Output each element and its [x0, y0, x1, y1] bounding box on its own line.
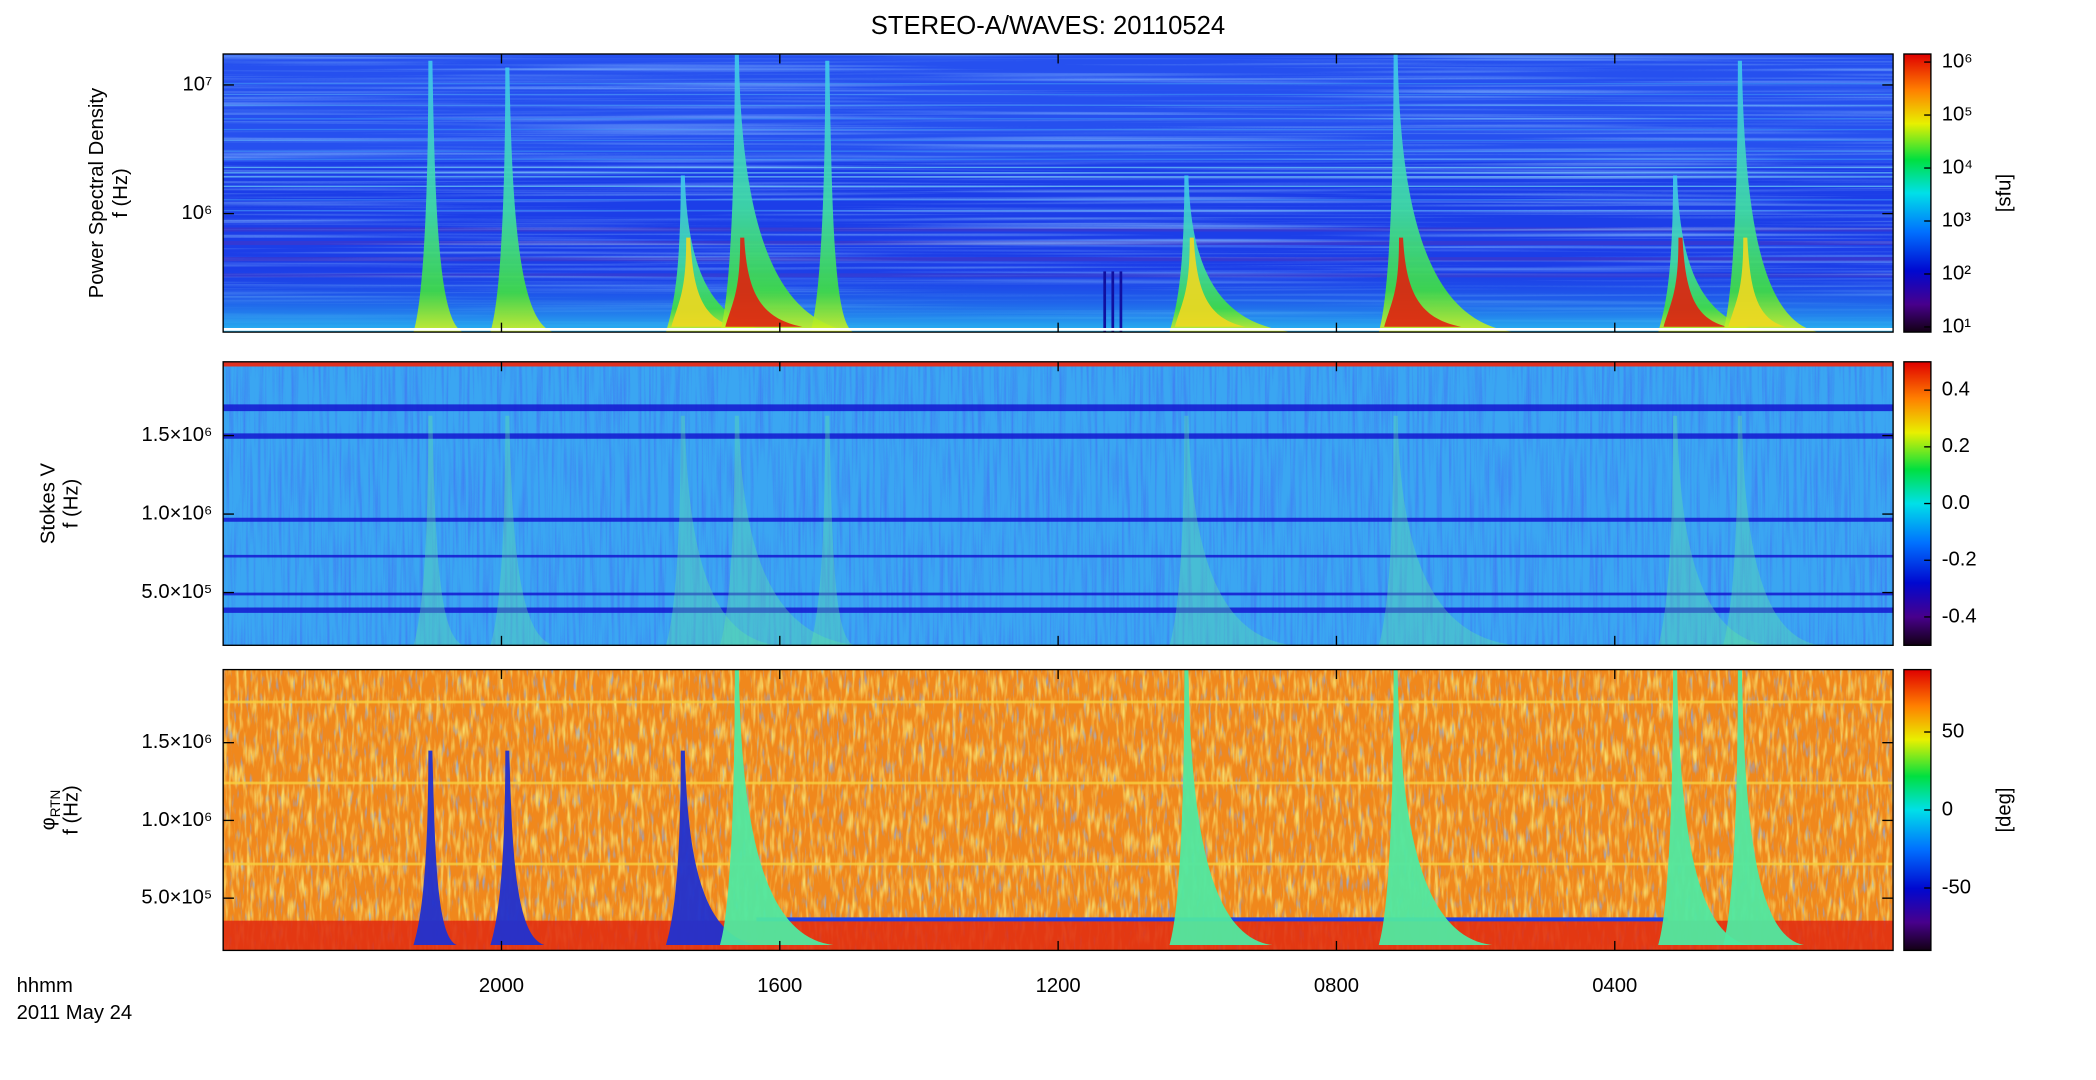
colorbar-tick-label: 50 [1942, 720, 1965, 742]
x-tick-label: 2000 [479, 975, 524, 997]
colorbar-tick-label: -50 [1942, 876, 1971, 898]
background-noise [223, 669, 1894, 951]
colorbar-tick-label: -0.4 [1942, 605, 1977, 627]
heatmap [223, 54, 1894, 333]
burst [665, 415, 777, 646]
burst-core [1174, 237, 1246, 327]
y-axis-unit: f (Hz) [110, 168, 132, 218]
colorbar-tick-label: 0.2 [1942, 435, 1970, 457]
y-tick-label: 5.0×10⁵ [141, 581, 212, 603]
colorbar-tick-label: 0 [1942, 798, 1953, 820]
x-tick-label: 1600 [757, 975, 802, 997]
colorbar-tick-label: -0.2 [1942, 549, 1977, 571]
y-tick-label: 1.5×10⁶ [142, 424, 213, 446]
x-tick-label: 0400 [1592, 975, 1637, 997]
colorbar-label: [deg] [1993, 787, 2015, 832]
y-tick-label: 10⁷ [182, 73, 212, 95]
burst [1658, 669, 1751, 946]
burst [490, 750, 545, 945]
burst [719, 415, 858, 646]
x-axis-label: hhmm [17, 975, 73, 997]
burst [1658, 415, 1769, 646]
burst [1378, 54, 1517, 333]
colorbar-tick-label: 10⁵ [1942, 103, 1973, 125]
burst [1723, 669, 1805, 946]
burst-core [725, 237, 803, 327]
burst [810, 60, 854, 333]
y-axis-label: Power Spectral Density [86, 87, 108, 298]
colorbar-tick-label: 10⁶ [1942, 50, 1973, 72]
colorbar-tick-label: 10⁴ [1942, 156, 1973, 178]
y-tick-label: 5.0×10⁵ [141, 887, 212, 909]
chart-title: STEREO-A/WAVES: 20110524 [871, 12, 1225, 40]
colorbar-tick-label: 10³ [1942, 209, 1972, 231]
colorbar-tick-label: 10¹ [1942, 315, 1972, 337]
burst-core [671, 237, 735, 327]
burst [810, 415, 854, 646]
x-tick-label: 0800 [1314, 975, 1359, 997]
colorbar-tick-label: 0.4 [1942, 378, 1970, 400]
burst [490, 415, 554, 646]
burst-core [1728, 237, 1786, 327]
colorbar-tick-label: 0.0 [1942, 492, 1970, 514]
x-tick-label: 1200 [1036, 975, 1081, 997]
colorbar-tick-label: 10² [1942, 262, 1972, 284]
burst [665, 750, 758, 945]
y-axis-label-sub: RTN [48, 790, 63, 818]
y-tick-label: 1.0×10⁶ [142, 502, 213, 524]
background-floor [223, 264, 1894, 333]
burst [1378, 415, 1517, 646]
burst [719, 54, 858, 333]
y-tick-label: 1.0×10⁶ [142, 809, 213, 831]
y-axis-label: φRTN [37, 790, 63, 831]
burst [413, 750, 457, 945]
y-tick-label: 1.5×10⁶ [142, 731, 213, 753]
burst [490, 67, 554, 333]
burst [413, 60, 464, 333]
burst [1169, 669, 1273, 946]
burst-core [1384, 237, 1462, 327]
date-label: 2011 May 24 [17, 1002, 133, 1024]
burst [1378, 669, 1493, 946]
y-tick-label: 10⁶ [181, 202, 212, 224]
burst [1169, 415, 1294, 646]
y-axis-unit: f (Hz) [60, 785, 82, 835]
y-axis-unit: f (Hz) [60, 479, 82, 528]
heatmap [223, 361, 1894, 646]
burst [413, 415, 464, 646]
colorbar [1903, 53, 1932, 333]
colorbar-label: [sfu] [1993, 174, 2015, 212]
burst-core [1663, 237, 1728, 327]
heatmap [223, 669, 1894, 951]
burst [719, 669, 834, 946]
y-axis-label: Stokes V [37, 463, 59, 545]
burst [1723, 415, 1821, 646]
